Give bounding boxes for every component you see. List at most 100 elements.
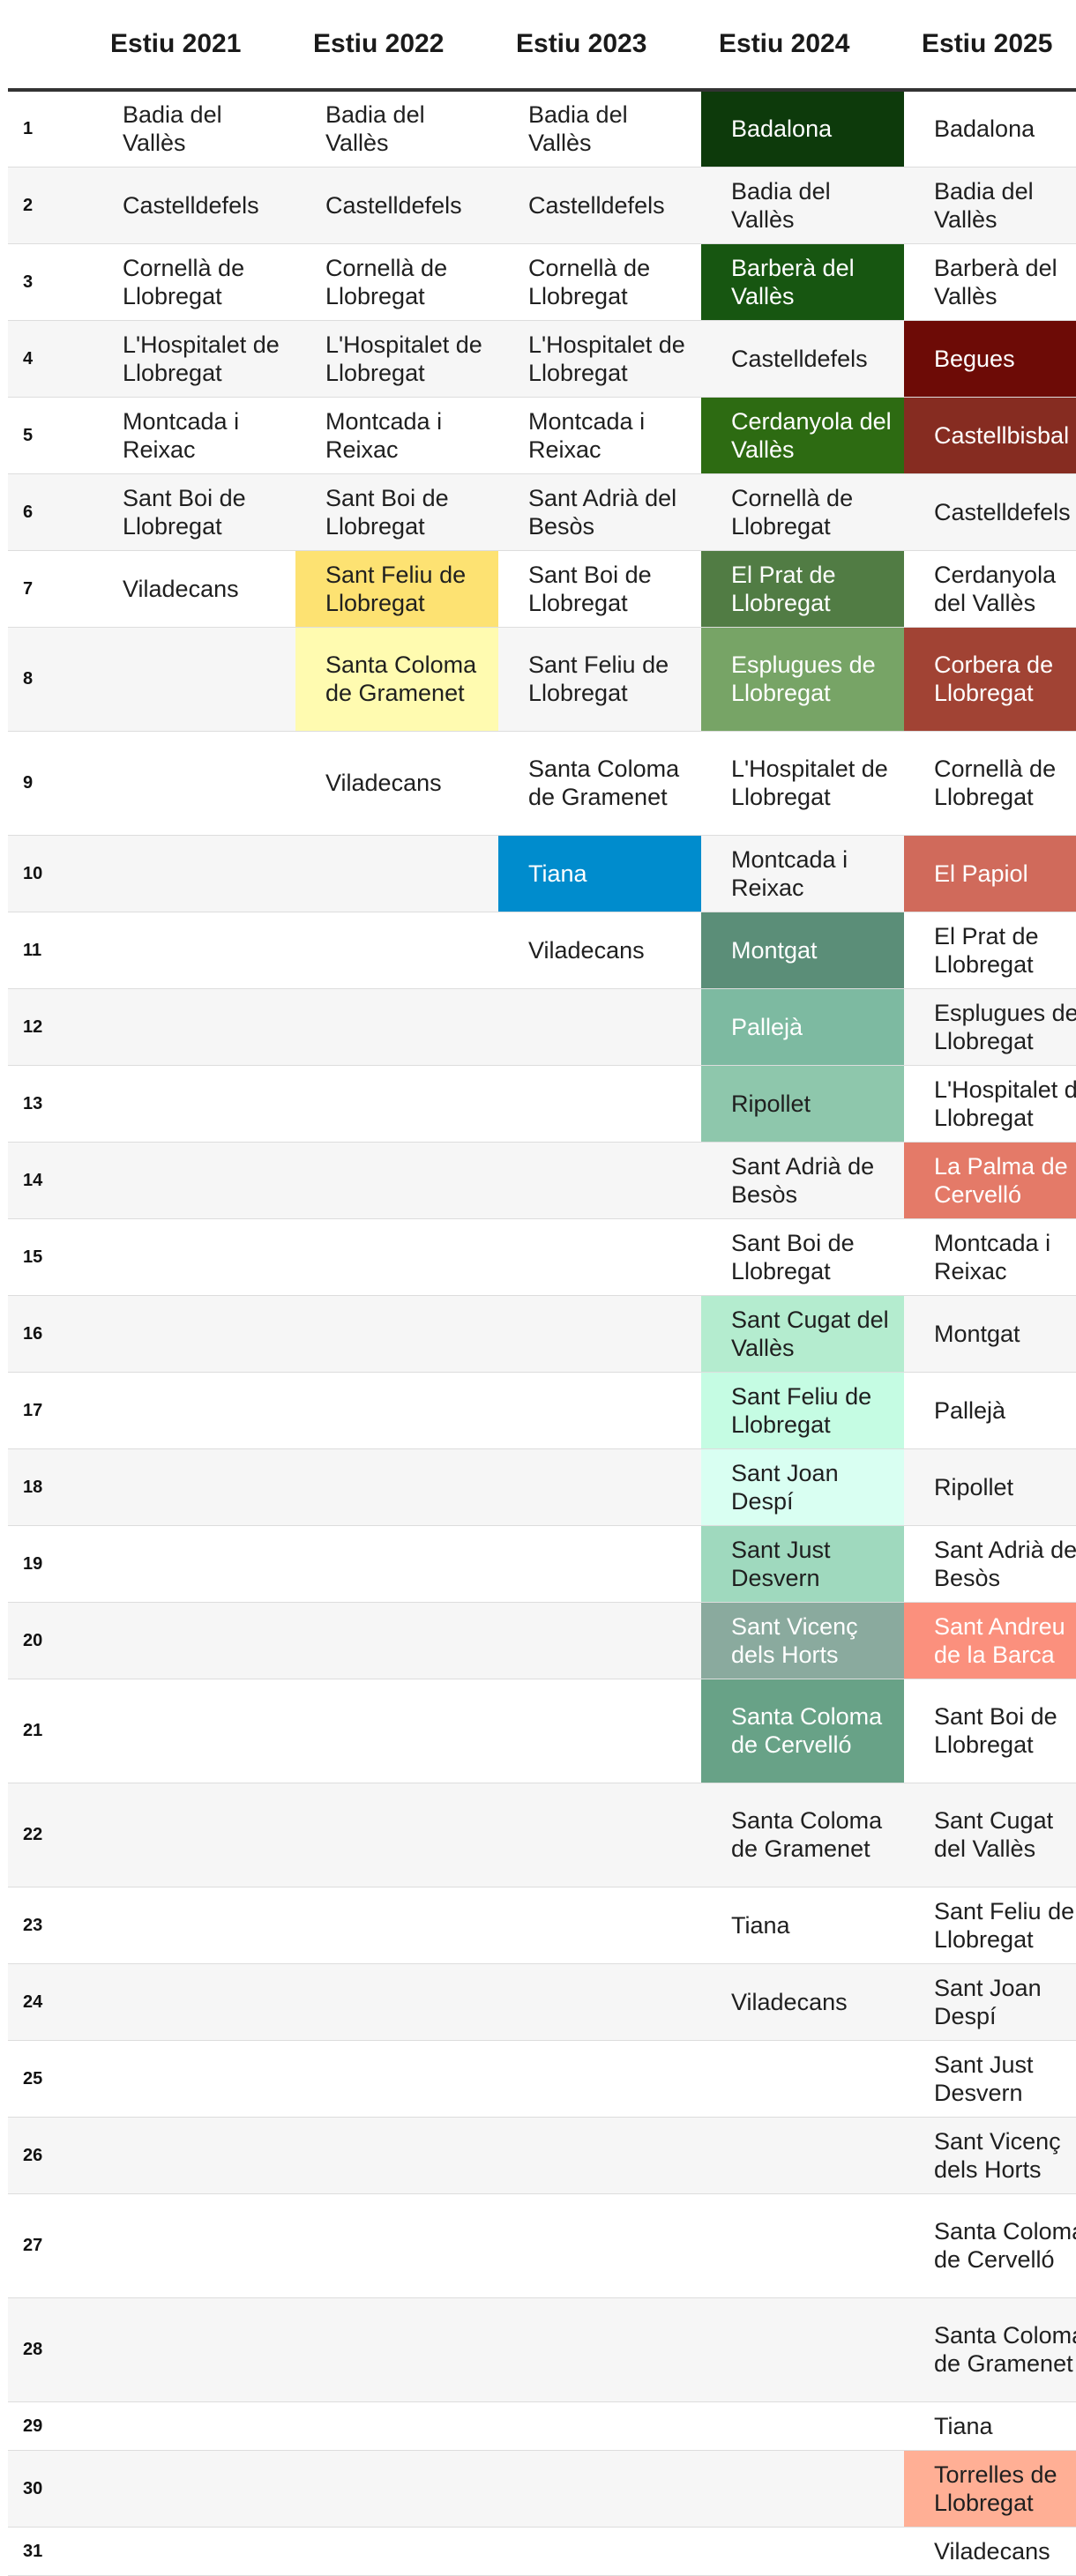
cell-2025: Cerdanyola del Vallès xyxy=(904,550,1076,628)
cell-2021 xyxy=(93,1218,295,1296)
cell-2024 xyxy=(701,2117,904,2194)
cell-2023 xyxy=(498,1218,701,1296)
cell-2023 xyxy=(498,2297,701,2402)
cell-2024: Badia del Vallès xyxy=(701,167,904,244)
rank-number: 28 xyxy=(8,2297,93,2402)
cell-2021 xyxy=(93,1372,295,1449)
table-row: 6 Sant Boi de Llobregat Sant Boi de Llobre… xyxy=(8,473,1076,551)
cell-2024: Sant Adrià de Besòs xyxy=(701,1142,904,1219)
cell-2021 xyxy=(93,1602,295,1679)
cell-2023 xyxy=(498,1142,701,1219)
table-row: 12 Pallejà Esplugues de Llobregat xyxy=(8,988,1076,1066)
cell-2024: Ripollet xyxy=(701,1065,904,1143)
cell-2025: Barberà del Vallès xyxy=(904,243,1076,321)
cell-2021 xyxy=(93,1295,295,1373)
cell-2023: Santa Coloma de Gramenet xyxy=(498,731,701,836)
cell-2025: Sant Cugat del Vallès xyxy=(904,1783,1076,1887)
table-row: 5 Montcada i Reixac Montcada i Reixac Montc… xyxy=(8,397,1076,474)
cell-2022 xyxy=(295,988,498,1066)
table-body: 1 Badia del Vallès Badia del Vallès Badia d… xyxy=(8,90,1076,2576)
cell-2025: Castelldefels xyxy=(904,473,1076,551)
column-header-2024[interactable]: Estiu 2024 xyxy=(701,0,904,92)
table-row: 30 Torrelles de Llobregat xyxy=(8,2450,1076,2528)
cell-2021 xyxy=(93,1963,295,2041)
rank-number: 4 xyxy=(8,320,93,398)
cell-2021 xyxy=(93,2040,295,2118)
cell-2023 xyxy=(498,1295,701,1373)
column-header-2021[interactable]: Estiu 2021 xyxy=(93,0,295,92)
cell-2023 xyxy=(498,1783,701,1887)
cell-2024: Santa Coloma de Cervelló xyxy=(701,1679,904,1783)
rank-number: 31 xyxy=(8,2527,93,2576)
column-header-2022[interactable]: Estiu 2022 xyxy=(295,0,498,92)
cell-2024: Viladecans xyxy=(701,1963,904,2041)
rank-number: 30 xyxy=(8,2450,93,2528)
cell-2023 xyxy=(498,988,701,1066)
cell-2022: Santa Coloma de Gramenet xyxy=(295,627,498,732)
cell-2023: L'Hospitalet de Llobregat xyxy=(498,320,701,398)
cell-2021 xyxy=(93,2117,295,2194)
cell-2025: Tiana xyxy=(904,2401,1076,2451)
table-row: 20 Sant Vicenç dels Horts Sant Andreu de l… xyxy=(8,1602,1076,1679)
table-row: 11 Viladecans Montgat El Prat de Llobregat xyxy=(8,912,1076,989)
table-row: 24 Viladecans Sant Joan Despí xyxy=(8,1963,1076,2041)
cell-2021 xyxy=(93,2401,295,2451)
table-row: 28 Santa Coloma de Gramenet xyxy=(8,2297,1076,2402)
table-row: 10 Tiana Montcada i Reixac El Papiol xyxy=(8,835,1076,912)
cell-2025: La Palma de Cervelló xyxy=(904,1142,1076,1219)
cell-2023: Sant Adrià del Besòs xyxy=(498,473,701,551)
cell-2022 xyxy=(295,1525,498,1603)
cell-2021: Badia del Vallès xyxy=(93,90,295,168)
cell-2023 xyxy=(498,2193,701,2298)
cell-2024 xyxy=(701,2450,904,2528)
cell-2023 xyxy=(498,1602,701,1679)
cell-2025: Castellbisbal xyxy=(904,397,1076,474)
cell-2025: El Papiol xyxy=(904,835,1076,912)
rank-number: 6 xyxy=(8,473,93,551)
cell-2021 xyxy=(93,835,295,912)
cell-2025: Sant Feliu de Llobregat xyxy=(904,1887,1076,1964)
cell-2022 xyxy=(295,2527,498,2576)
table-row: 7 Viladecans Sant Feliu de Llobregat Sant B… xyxy=(8,550,1076,628)
cell-2025: Cornellà de Llobregat xyxy=(904,731,1076,836)
column-header-2023[interactable]: Estiu 2023 xyxy=(498,0,701,92)
rank-number: 8 xyxy=(8,627,93,732)
municipality-ranking-table: Estiu 2021 Estiu 2022 Estiu 2023 Estiu 2… xyxy=(8,0,1076,2576)
table-row: 8 Santa Coloma de Gramenet Sant Feliu de L… xyxy=(8,627,1076,732)
table-row: 3 Cornellà de Llobregat Cornellà de Llobre… xyxy=(8,243,1076,321)
cell-2023 xyxy=(498,1887,701,1964)
cell-2023: Viladecans xyxy=(498,912,701,989)
cell-2022: Montcada i Reixac xyxy=(295,397,498,474)
rank-number: 27 xyxy=(8,2193,93,2298)
cell-2024: Cerdanyola del Vallès xyxy=(701,397,904,474)
cell-2024: Sant Feliu de Llobregat xyxy=(701,1372,904,1449)
table-row: 25 Sant Just Desvern xyxy=(8,2040,1076,2118)
cell-2021: Cornellà de Llobregat xyxy=(93,243,295,321)
cell-2025: Santa Coloma de Cervelló xyxy=(904,2193,1076,2298)
cell-2025: Sant Boi de Llobregat xyxy=(904,1679,1076,1783)
cell-2025: Viladecans xyxy=(904,2527,1076,2576)
cell-2022 xyxy=(295,1602,498,1679)
table-row: 4 L'Hospitalet de Llobregat L'Hospitalet d… xyxy=(8,320,1076,398)
column-header-2025[interactable]: Estiu 2025 xyxy=(904,0,1076,92)
cell-2022 xyxy=(295,912,498,989)
cell-2022 xyxy=(295,2450,498,2528)
cell-2023 xyxy=(498,2450,701,2528)
rank-number: 18 xyxy=(8,1448,93,1526)
table-row: 29 Tiana xyxy=(8,2401,1076,2451)
cell-2025: Montgat xyxy=(904,1295,1076,1373)
rank-number: 1 xyxy=(8,90,93,168)
cell-2025: Santa Coloma de Gramenet xyxy=(904,2297,1076,2402)
cell-2024: Pallejà xyxy=(701,988,904,1066)
cell-2022: Badia del Vallès xyxy=(295,90,498,168)
rank-number: 20 xyxy=(8,1602,93,1679)
table-row: 26 Sant Vicenç dels Horts xyxy=(8,2117,1076,2194)
cell-2021 xyxy=(93,1065,295,1143)
cell-2024: Esplugues de Llobregat xyxy=(701,627,904,732)
rank-number: 5 xyxy=(8,397,93,474)
cell-2021 xyxy=(93,2450,295,2528)
cell-2024 xyxy=(701,2527,904,2576)
rank-number: 24 xyxy=(8,1963,93,2041)
rank-number: 19 xyxy=(8,1525,93,1603)
rank-number: 23 xyxy=(8,1887,93,1964)
